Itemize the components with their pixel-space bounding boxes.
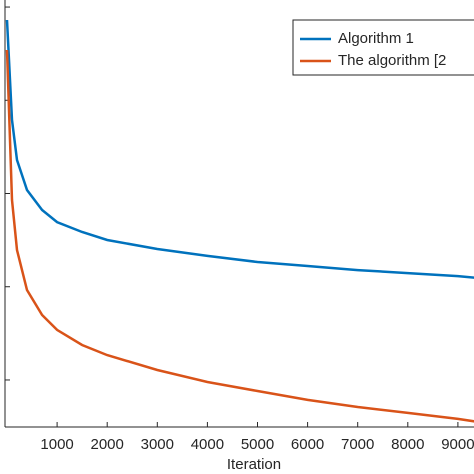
- x-tick-label: 2000: [91, 436, 124, 453]
- x-tick-label: 4000: [191, 436, 224, 453]
- x-tick-label: 3000: [141, 436, 174, 453]
- x-tick-label: 9000: [441, 436, 474, 453]
- x-tick-label: 1000: [40, 436, 73, 453]
- x-tick-label: 8000: [391, 436, 424, 453]
- legend-box: [292, 19, 474, 76]
- legend-label: The algorithm [2: [338, 52, 446, 69]
- x-axis-label: Iteration: [227, 456, 281, 473]
- legend-label: Algorithm 1: [338, 30, 414, 47]
- x-tick-label: 6000: [291, 436, 324, 453]
- series-line: [5, 49, 474, 423]
- x-tick-label: 7000: [341, 436, 374, 453]
- series-line: [5, 19, 474, 279]
- x-tick-label: 5000: [241, 436, 274, 453]
